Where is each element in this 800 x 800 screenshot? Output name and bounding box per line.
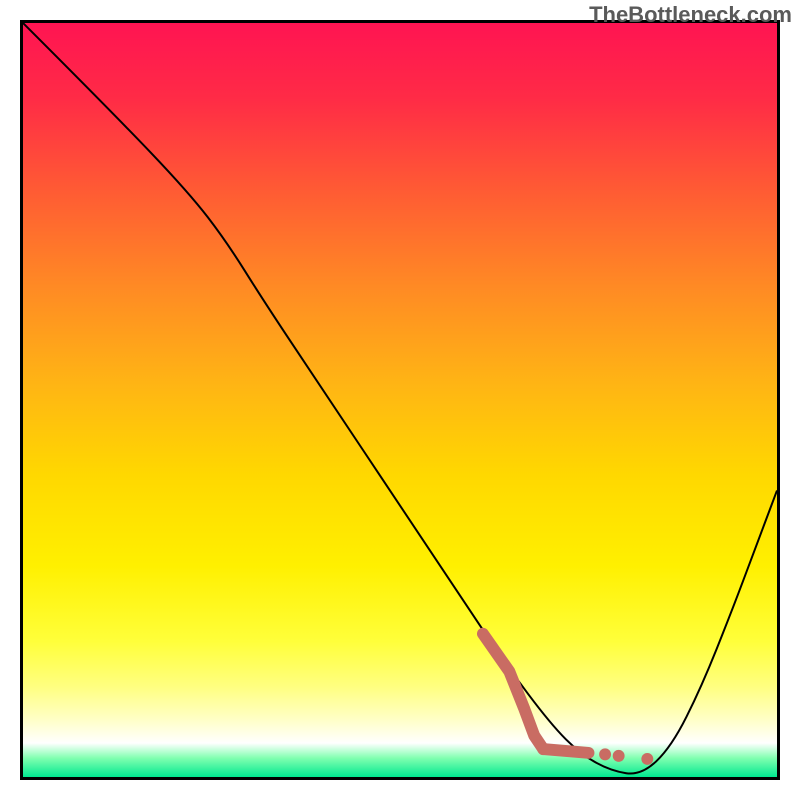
plot-area bbox=[20, 20, 780, 780]
marker-series bbox=[483, 634, 653, 765]
main-curve bbox=[23, 23, 777, 774]
chart-container: TheBottleneck.com bbox=[0, 0, 800, 800]
watermark-text: TheBottleneck.com bbox=[589, 2, 792, 28]
curve-layer bbox=[23, 23, 777, 777]
